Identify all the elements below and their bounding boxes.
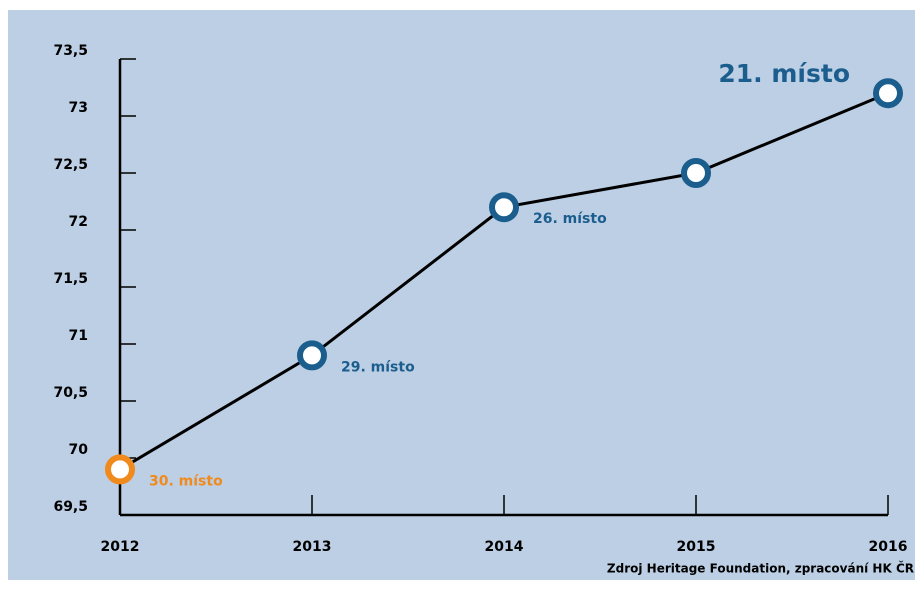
y-tick-label: 70,5 bbox=[53, 385, 88, 401]
x-tick-label: 2015 bbox=[677, 539, 716, 555]
y-tick-label: 70 bbox=[69, 442, 89, 458]
point bbox=[297, 340, 327, 371]
y-tick-label: 73 bbox=[69, 100, 88, 116]
x-tick-label: 2016 bbox=[869, 539, 908, 555]
y-tick-label: 73,5 bbox=[53, 43, 88, 59]
x-tick-label: 2012 bbox=[101, 539, 140, 555]
point bbox=[873, 78, 903, 109]
y-tick-label: 72,5 bbox=[53, 157, 88, 173]
y-tick-label: 72 bbox=[69, 214, 88, 230]
point bbox=[489, 192, 519, 223]
point bbox=[105, 454, 135, 485]
annotation: 29. místo bbox=[341, 359, 415, 375]
annotation: 26. místo bbox=[533, 211, 607, 227]
x-tick-label: 2013 bbox=[293, 539, 332, 555]
plot-background bbox=[8, 10, 915, 580]
point bbox=[681, 158, 711, 188]
source: Zdroj Heritage Foundation, zpracování HK… bbox=[607, 561, 914, 576]
annotation: 21. místo bbox=[718, 59, 850, 88]
y-tick-label: 71 bbox=[69, 328, 88, 344]
annotation: 30. místo bbox=[149, 473, 223, 489]
y-tick-label: 69,5 bbox=[53, 499, 88, 515]
y-tick-label: 71,5 bbox=[53, 271, 88, 287]
x-tick-label: 2014 bbox=[485, 539, 524, 555]
